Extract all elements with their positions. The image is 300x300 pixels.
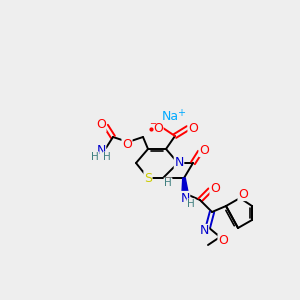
Text: H: H bbox=[187, 199, 195, 209]
Text: H: H bbox=[103, 152, 111, 162]
Text: O: O bbox=[122, 139, 132, 152]
Text: O: O bbox=[188, 122, 198, 134]
Text: O: O bbox=[96, 118, 106, 131]
Text: Na: Na bbox=[161, 110, 178, 122]
Text: N: N bbox=[180, 191, 190, 205]
Text: O: O bbox=[210, 182, 220, 196]
Text: N: N bbox=[199, 224, 209, 238]
Text: O: O bbox=[153, 122, 163, 134]
Text: O: O bbox=[199, 143, 209, 157]
Text: N: N bbox=[96, 143, 106, 157]
Polygon shape bbox=[182, 178, 188, 192]
Text: +: + bbox=[177, 108, 185, 118]
Text: N: N bbox=[174, 155, 184, 169]
Text: S: S bbox=[144, 172, 152, 184]
Text: O: O bbox=[238, 188, 248, 200]
Text: −: − bbox=[149, 119, 157, 128]
Text: O: O bbox=[218, 235, 228, 248]
Text: H: H bbox=[91, 152, 99, 162]
Text: H: H bbox=[164, 178, 172, 188]
